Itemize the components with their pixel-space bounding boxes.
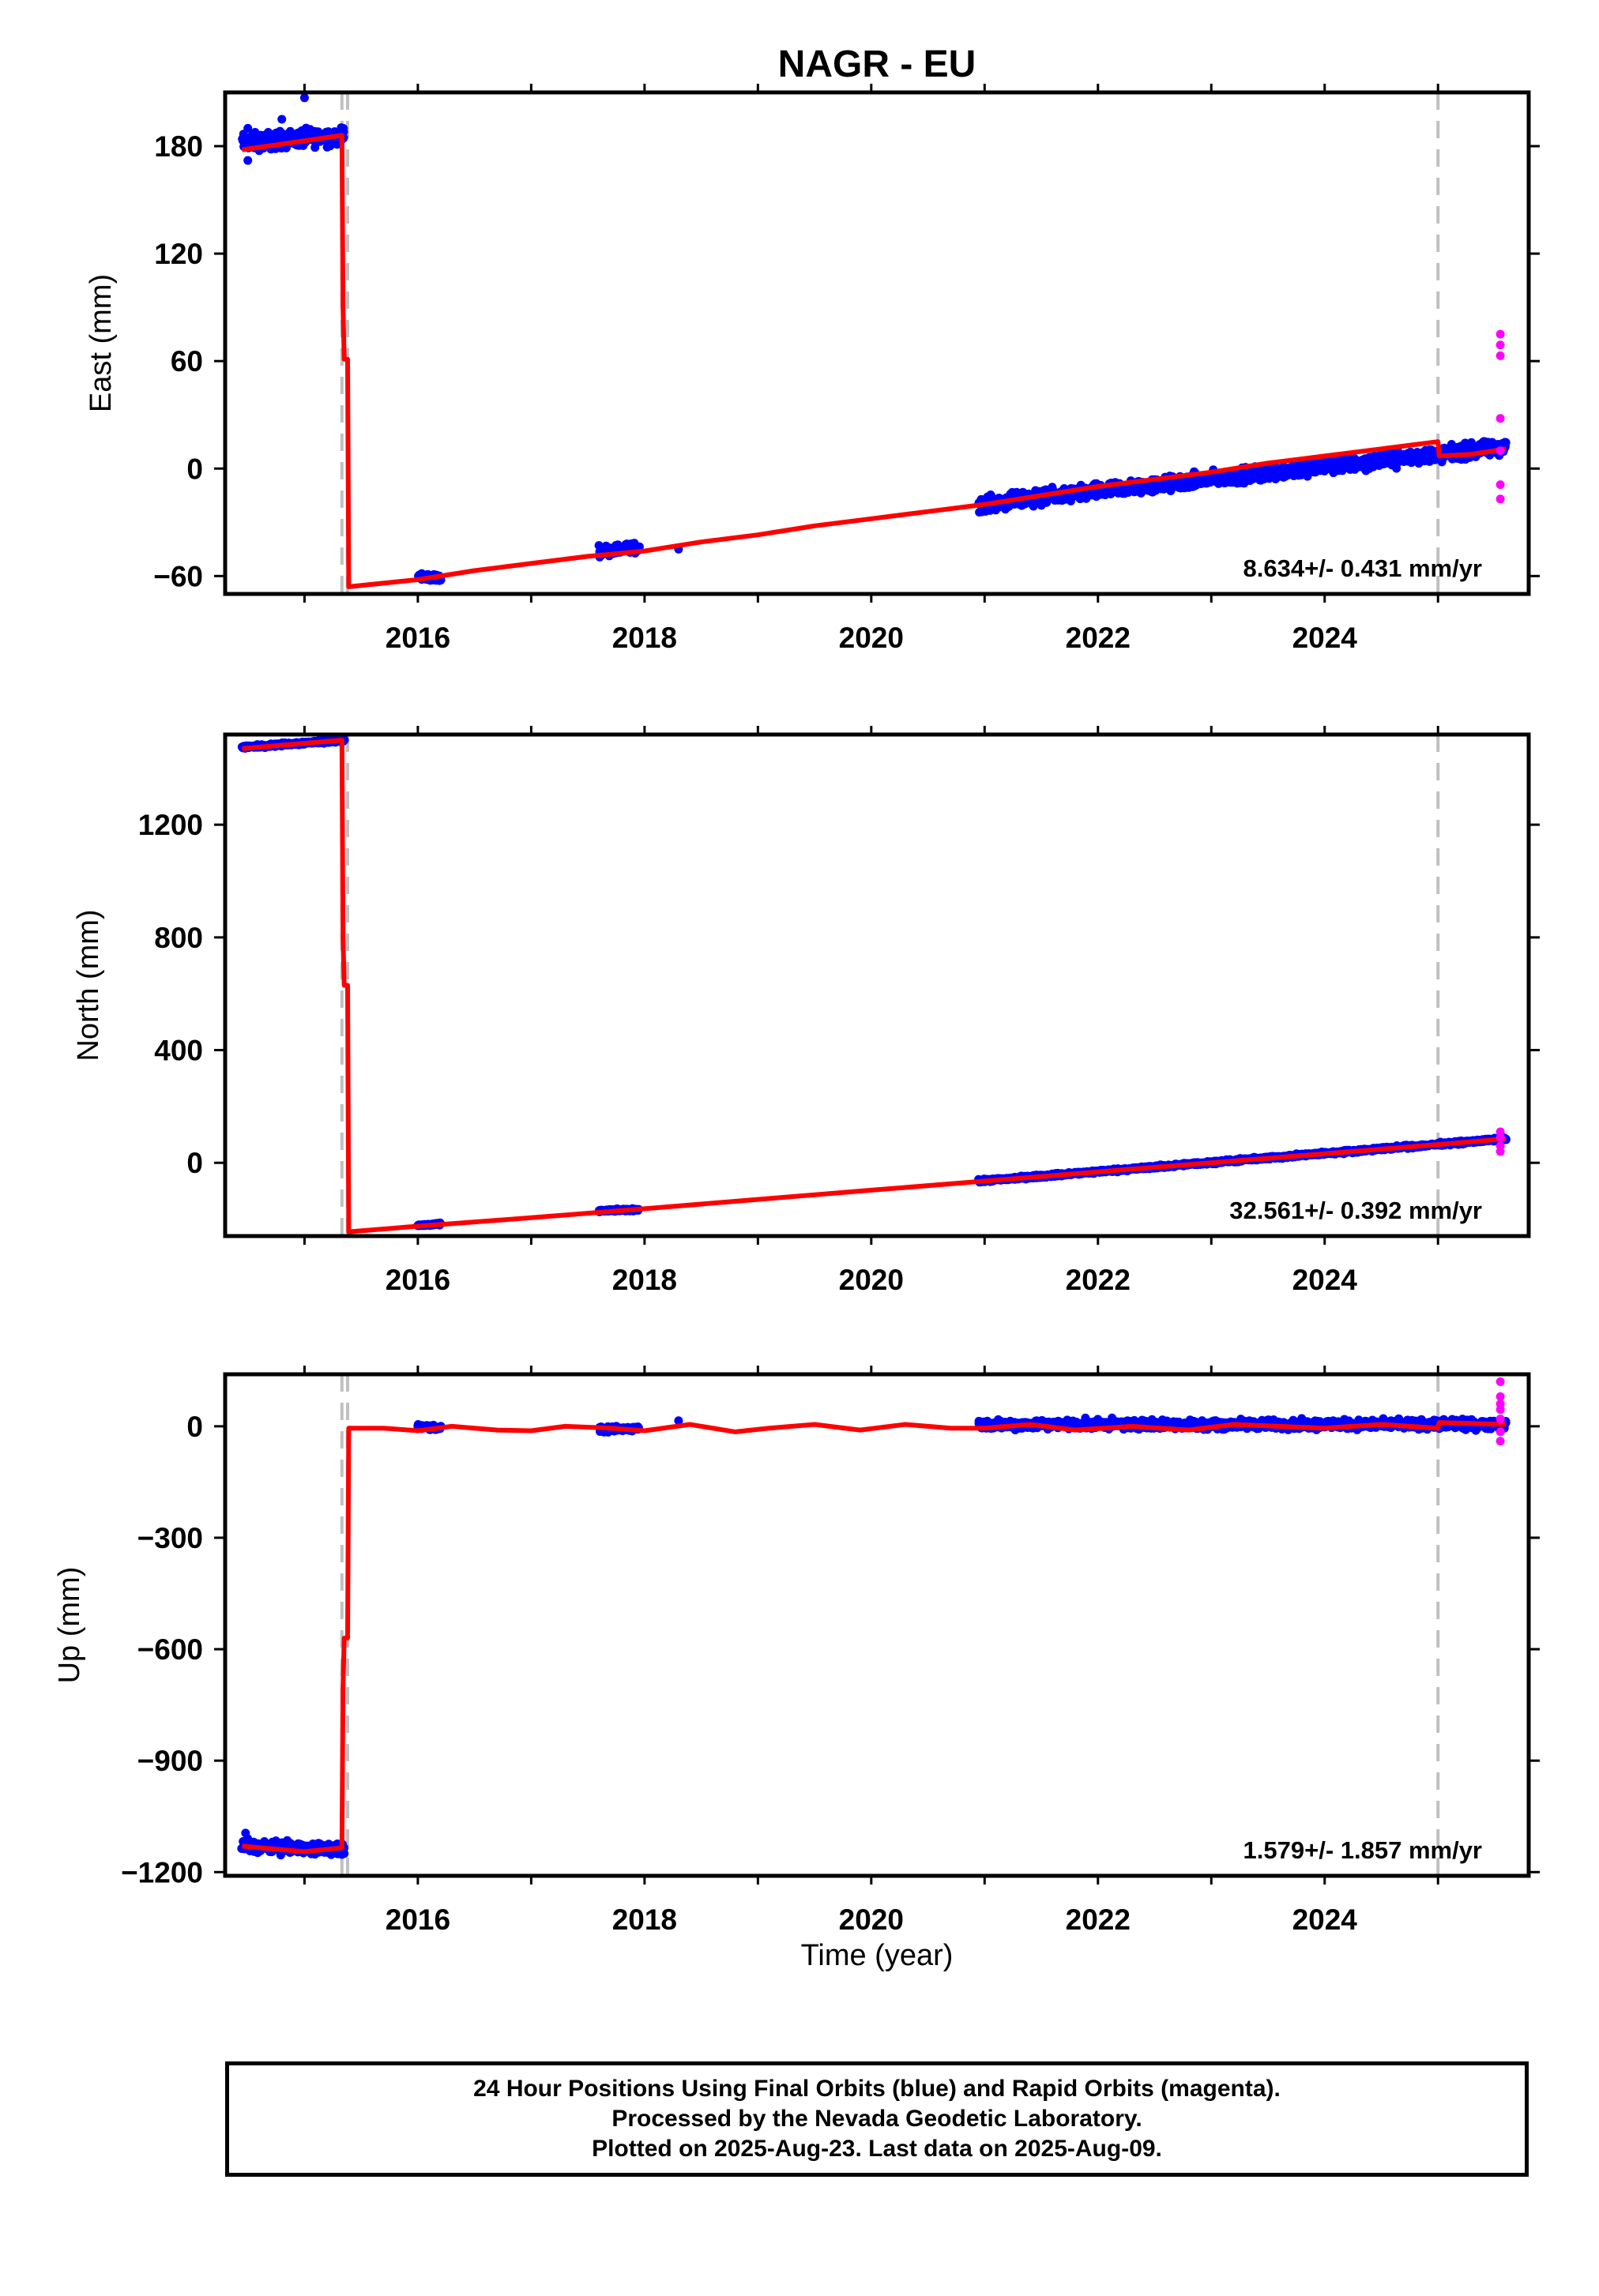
rate-label: 32.561+/- 0.392 mm/yr bbox=[1229, 1197, 1482, 1224]
y-axis-label: Up (mm) bbox=[53, 1567, 86, 1684]
y-tick-label: 400 bbox=[154, 1035, 203, 1067]
final-orbit-point bbox=[243, 1834, 253, 1843]
final-orbit-point bbox=[299, 93, 309, 103]
rapid-orbit-point bbox=[1496, 1147, 1505, 1156]
panel-1: 2016 2018 2020 2022 2024 −60 0 60 120 180 East (mm… bbox=[85, 84, 1540, 654]
panel-frame bbox=[223, 732, 1531, 1238]
x-tick-label: 2024 bbox=[1292, 1903, 1358, 1936]
x-tick-label: 2020 bbox=[839, 1264, 904, 1296]
model-line bbox=[242, 133, 1507, 589]
y-tick-label: 60 bbox=[171, 345, 203, 378]
rapid-orbit-point bbox=[1496, 1392, 1505, 1401]
rapid-orbit-point bbox=[1496, 494, 1505, 504]
rate-label: 8.634+/- 0.431 mm/yr bbox=[1243, 554, 1482, 582]
rapid-orbit-point bbox=[1496, 340, 1505, 350]
x-axis-label: Time (year) bbox=[801, 1939, 954, 1972]
y-tick-label: −60 bbox=[153, 560, 203, 592]
panel-2: 2016 2018 2020 2022 2024 0 400 800 1200 North (mm… bbox=[72, 726, 1540, 1296]
y-tick-label: −1200 bbox=[121, 1856, 203, 1888]
plot-area bbox=[238, 92, 1511, 594]
footer-line-3: Plotted on 2025-Aug-23. Last data on 202… bbox=[592, 2136, 1162, 2162]
final-orbit-point bbox=[277, 115, 287, 124]
y-axis-label: East (mm) bbox=[85, 274, 118, 412]
x-tick-label: 2018 bbox=[612, 622, 677, 654]
rapid-orbit-point bbox=[1496, 446, 1505, 456]
final-orbit-point bbox=[243, 123, 253, 133]
footer-box: 24 Hour Positions Using Final Orbits (bl… bbox=[225, 2061, 1529, 2177]
panel-frame bbox=[223, 90, 1531, 596]
rapid-orbit-point bbox=[1496, 1437, 1505, 1446]
y-tick-label: 0 bbox=[186, 1147, 203, 1179]
y-tick-label: 180 bbox=[154, 130, 203, 163]
rapid-orbit-point bbox=[1496, 1377, 1505, 1386]
rapid-orbit-point bbox=[1496, 1405, 1505, 1415]
y-tick-label: 0 bbox=[186, 453, 203, 485]
rapid-orbit-point bbox=[1496, 1414, 1505, 1423]
y-tick-label: −900 bbox=[137, 1745, 203, 1777]
x-tick-label: 2016 bbox=[386, 622, 450, 654]
rapid-orbit-point bbox=[1496, 329, 1505, 339]
x-tick-label: 2018 bbox=[612, 1264, 677, 1296]
final-orbit-point bbox=[674, 1416, 683, 1426]
y-tick-label: 1200 bbox=[138, 809, 203, 841]
rapid-orbit-point bbox=[1496, 1427, 1505, 1437]
rate-label: 1.579+/- 1.857 mm/yr bbox=[1243, 1836, 1482, 1864]
final-orbit-point bbox=[1501, 438, 1511, 447]
x-tick-label: 2024 bbox=[1292, 1264, 1358, 1296]
x-tick-label: 2022 bbox=[1066, 622, 1131, 654]
y-tick-label: 0 bbox=[186, 1411, 203, 1443]
footer-line-1: 24 Hour Positions Using Final Orbits (bl… bbox=[473, 2076, 1281, 2102]
y-tick-label: 800 bbox=[154, 922, 203, 954]
rapid-orbit-point bbox=[1496, 351, 1505, 360]
x-tick-label: 2024 bbox=[1292, 622, 1358, 654]
model-line bbox=[242, 738, 1507, 1234]
final-orbit-point bbox=[243, 156, 253, 165]
y-tick-label: 120 bbox=[154, 238, 203, 270]
rapid-orbit-point bbox=[1496, 1133, 1505, 1142]
rapid-orbit-point bbox=[1496, 480, 1505, 490]
x-tick-label: 2016 bbox=[386, 1903, 450, 1936]
x-tick-label: 2018 bbox=[612, 1903, 677, 1936]
y-tick-label: −600 bbox=[137, 1633, 203, 1666]
x-tick-label: 2020 bbox=[839, 1903, 904, 1936]
chart-title: NAGR - EU bbox=[778, 43, 976, 85]
x-tick-label: 2022 bbox=[1066, 1903, 1131, 1936]
x-tick-label: 2016 bbox=[386, 1264, 450, 1296]
y-axis-label: North (mm) bbox=[72, 909, 105, 1061]
model-line bbox=[242, 1420, 1507, 1854]
panel-frame bbox=[223, 1372, 1531, 1878]
final-orbit-point bbox=[340, 1849, 349, 1858]
rapid-orbit-point bbox=[1496, 414, 1505, 423]
x-tick-label: 2020 bbox=[839, 622, 904, 654]
plot-area bbox=[237, 735, 1511, 1236]
y-tick-label: −300 bbox=[137, 1522, 203, 1554]
plot-area bbox=[237, 1374, 1511, 1876]
panel-3: 2016 2018 2020 2022 2024 −1200 −900 −600 −300 0 Up… bbox=[53, 1366, 1540, 1936]
x-tick-label: 2022 bbox=[1066, 1264, 1131, 1296]
footer-line-2: Processed by the Nevada Geodetic Laborat… bbox=[611, 2106, 1142, 2132]
